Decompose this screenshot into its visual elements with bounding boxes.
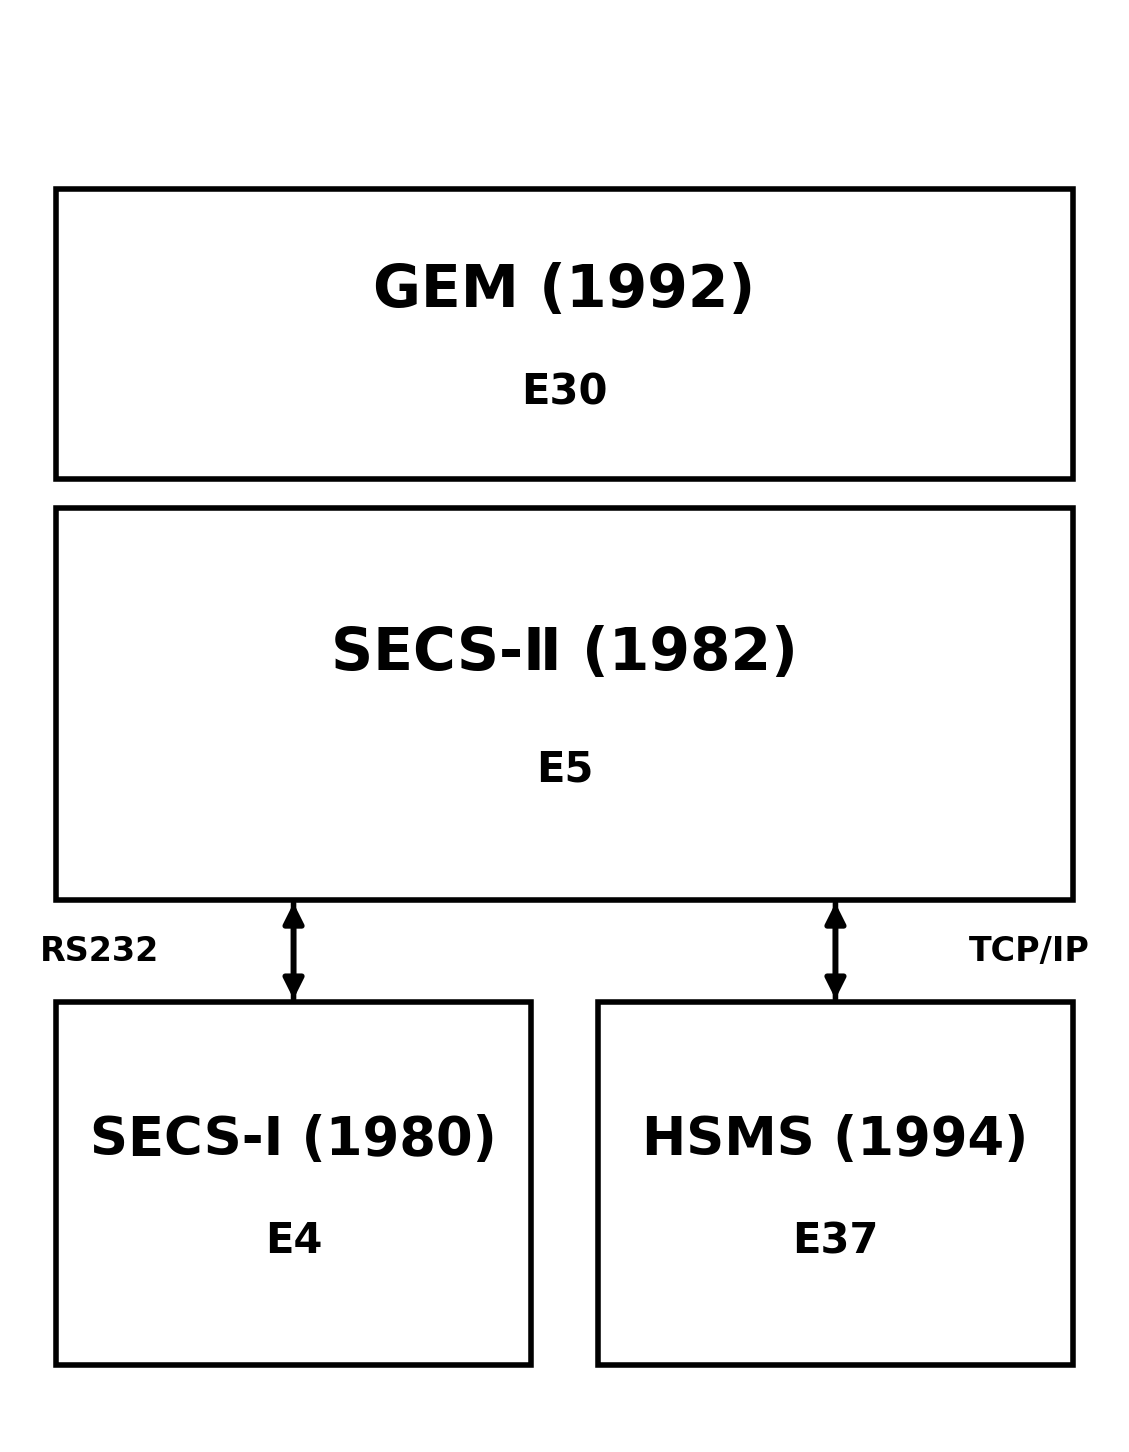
- Text: RS232: RS232: [40, 935, 159, 967]
- Text: HSMS (1994): HSMS (1994): [642, 1114, 1029, 1166]
- Text: SECS-I (1980): SECS-I (1980): [90, 1114, 497, 1166]
- Text: E37: E37: [793, 1221, 878, 1262]
- Text: E5: E5: [536, 749, 593, 790]
- Text: E4: E4: [265, 1221, 322, 1262]
- FancyBboxPatch shape: [598, 1002, 1073, 1365]
- Text: SECS-Ⅱ (1982): SECS-Ⅱ (1982): [331, 624, 798, 682]
- Text: GEM (1992): GEM (1992): [374, 261, 755, 319]
- Text: E30: E30: [522, 372, 607, 412]
- Text: TCP/IP: TCP/IP: [969, 935, 1089, 967]
- FancyBboxPatch shape: [56, 189, 1073, 479]
- FancyBboxPatch shape: [56, 508, 1073, 900]
- FancyBboxPatch shape: [56, 1002, 531, 1365]
